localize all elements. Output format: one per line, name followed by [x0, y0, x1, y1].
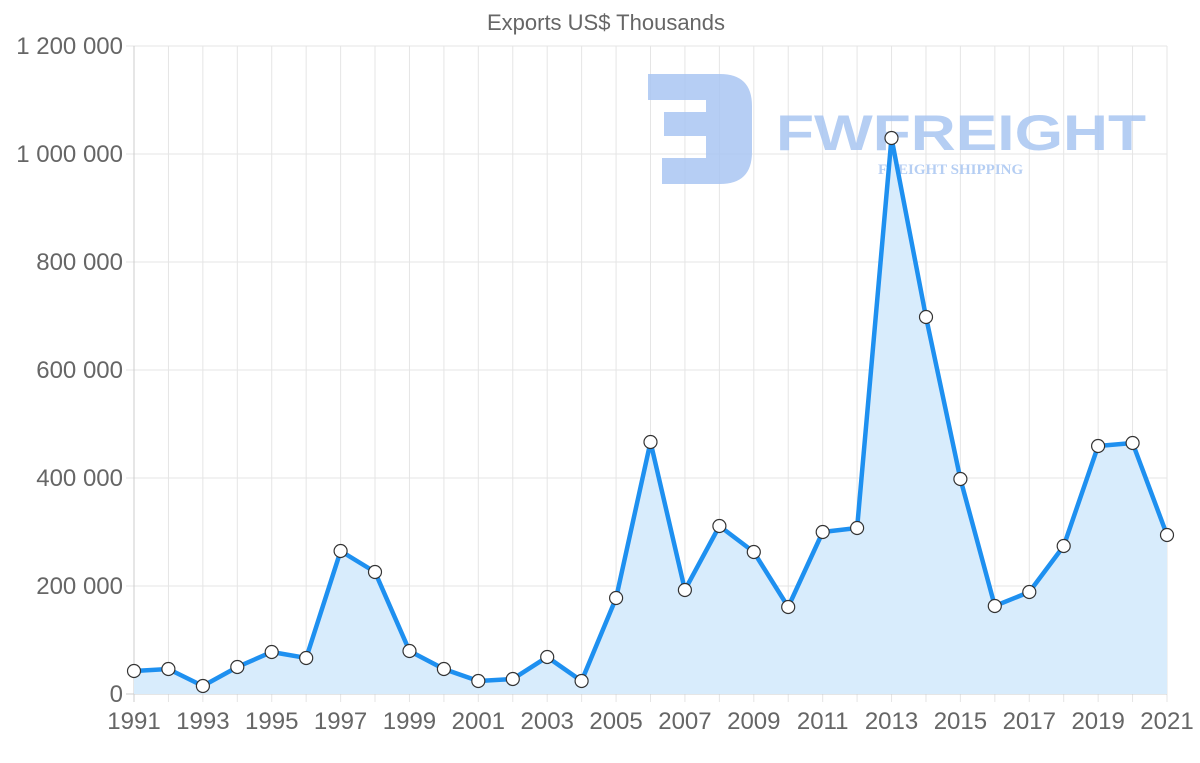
y-tick-label: 1 000 000 — [16, 141, 123, 168]
y-tick-label: 1 200 000 — [16, 33, 123, 60]
x-tick-label: 2007 — [658, 708, 711, 735]
x-tick-label: 1999 — [383, 708, 436, 735]
x-tick-label: 2003 — [521, 708, 574, 735]
data-point-2008[interactable]: 2008: 311100 — [712, 518, 727, 534]
x-tick-label: 2013 — [865, 708, 918, 735]
y-tick-label: 0 — [110, 681, 123, 708]
data-point-2001[interactable]: 2001: 24100 — [471, 673, 486, 689]
data-point-1999[interactable]: 1999: 79600 — [402, 643, 417, 659]
x-tick-label: 2015 — [934, 708, 987, 735]
data-point-2007[interactable]: 2007: 192600 — [677, 582, 693, 598]
data-point-2021[interactable]: 2021: 294400 — [1159, 527, 1175, 543]
data-point-1996[interactable]: 1996: 66700 — [299, 650, 314, 666]
data-point-1992[interactable]: 1992: 46300 — [161, 661, 176, 677]
data-point-2018[interactable]: 2018: 274100 — [1056, 538, 1071, 554]
x-tick-label: 2009 — [727, 708, 780, 735]
chart-title: Exports US$ Thousands — [487, 10, 725, 35]
data-point-2013[interactable]: 2013: 1029600 — [884, 130, 899, 146]
area-fill-path — [134, 138, 1167, 694]
x-tick-label: 2011 — [797, 708, 849, 735]
data-point-2009[interactable]: 2009: 263000 — [746, 544, 761, 560]
watermark-brand: FWFREIGHT — [776, 105, 1146, 161]
watermark-tagline: FREIGHT SHIPPING — [878, 162, 1023, 178]
data-point-2011[interactable]: 2011: 300000 — [815, 524, 830, 540]
data-point-1993[interactable]: 1993: 14800 — [195, 678, 210, 694]
x-tick-label: 1993 — [176, 708, 229, 735]
data-point-2020[interactable]: 2020: 464800 — [1125, 435, 1140, 451]
data-point-2004[interactable]: 2004: 24100 — [574, 673, 589, 689]
x-tick-label: 1991 — [107, 708, 160, 735]
x-tick-label: 2021 — [1140, 708, 1193, 735]
data-point-1997[interactable]: 1997: 264800 — [333, 543, 348, 559]
data-point-1995[interactable]: 1995: 77800 — [264, 644, 279, 660]
area-fill — [134, 138, 1167, 694]
watermark-logo: FWFREIGHT FREIGHT SHIPPING — [648, 74, 1146, 184]
data-point-2006[interactable]: 2006: 466700 — [643, 434, 658, 450]
watermark-logo-icon — [648, 74, 752, 184]
y-tick-label: 400 000 — [36, 465, 123, 492]
x-tick-label: 2017 — [1003, 708, 1056, 735]
x-tick-label: 2005 — [589, 708, 642, 735]
data-point-2014[interactable]: 2014: 698100 — [918, 309, 934, 325]
y-tick-label: 800 000 — [36, 249, 123, 276]
data-point-2019[interactable]: 2019: 459300 — [1090, 438, 1106, 454]
data-point-2002[interactable]: 2002: 27800 — [505, 671, 520, 687]
y-tick-label: 600 000 — [36, 357, 123, 384]
data-point-1998[interactable]: 1998: 225900 — [367, 564, 383, 580]
data-point-2017[interactable]: 2017: 188900 — [1022, 584, 1037, 600]
data-point-2015[interactable]: 2015: 398100 — [953, 471, 968, 487]
x-tick-label: 1997 — [314, 708, 367, 735]
data-point-1994[interactable]: 1994: 50000 — [230, 659, 245, 675]
data-point-1991[interactable]: 1991: 42600 — [126, 663, 142, 679]
y-tick-label: 200 000 — [36, 573, 123, 600]
x-axis-ticks: 1991 1993 1995 1997 1999 2001 2003 2005 2007 2009… — [107, 708, 1193, 735]
data-point-2012[interactable]: 2012: 307400 — [849, 520, 865, 536]
data-points: 1991: 42600 1992: 46300 1993: 14800 1994: 5… — [126, 130, 1175, 694]
data-point-2016[interactable]: 2016: 163000 — [987, 598, 1002, 614]
data-point-2003[interactable]: 2003: 68500 — [540, 649, 555, 665]
data-point-2005[interactable]: 2005: 177800 — [608, 590, 624, 606]
x-tick-label: 2019 — [1071, 708, 1124, 735]
x-tick-label: 2001 — [452, 708, 505, 735]
x-tick-label: 1995 — [245, 708, 298, 735]
y-axis-ticks: 0 200 000 400 000 600 000 800 000 1 000 000 1 … — [16, 33, 123, 708]
data-point-2010[interactable]: 2010: 161100 — [781, 599, 796, 615]
